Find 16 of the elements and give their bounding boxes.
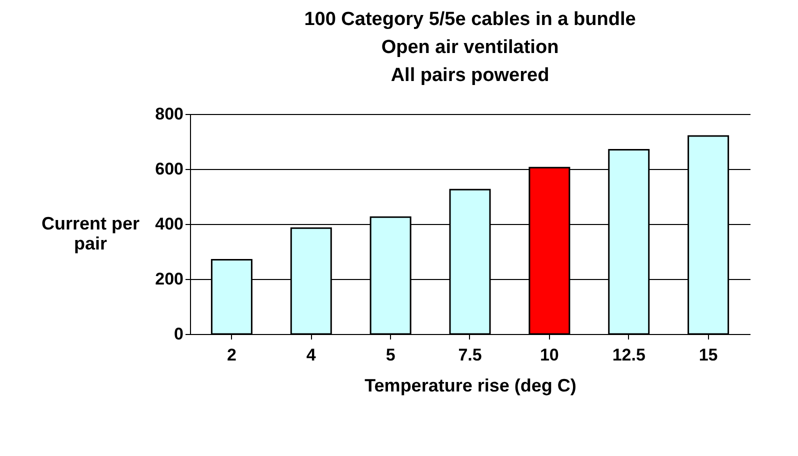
y-tick-label: 600 [155, 160, 184, 178]
x-tick-label: 7.5 [458, 346, 482, 364]
x-tick-label: 5 [386, 346, 396, 364]
x-axis-title: Temperature rise (deg C) [364, 376, 576, 396]
x-tick-label: 12.5 [612, 346, 646, 364]
y-tick-label: 0 [174, 324, 184, 344]
y-tick-label: 800 [155, 104, 184, 124]
x-tick-label: 15 [698, 346, 718, 364]
y-tick-label: 400 [155, 214, 184, 234]
x-tick-label: 10 [540, 346, 559, 364]
x-tick-label: 2 [226, 346, 236, 364]
y-tick-label: 200 [155, 270, 184, 288]
chart-subtitle: Open air ventilation All pairs powered [381, 37, 559, 86]
x-tick-label: 4 [306, 346, 316, 364]
y-axis-title: Current per pair [41, 214, 140, 254]
chart-title: 100 Category 5/5e cables in a bundle [304, 9, 636, 30]
